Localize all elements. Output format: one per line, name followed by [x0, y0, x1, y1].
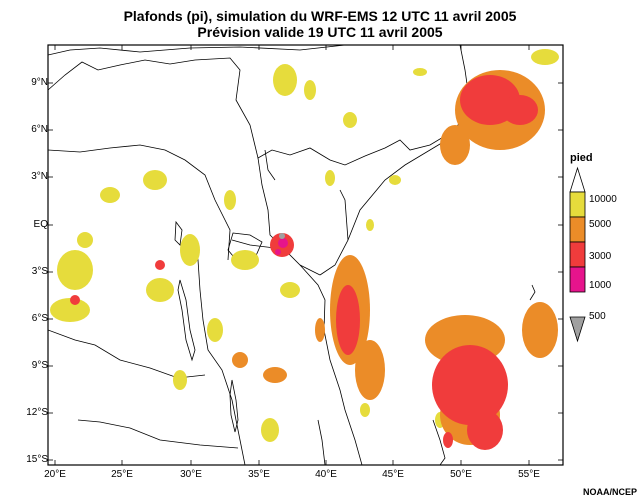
ceiling-5000-areas: [232, 70, 558, 445]
lat-label-9n: 9°N: [31, 77, 48, 88]
legend-label-5000: 5000: [589, 219, 612, 230]
legend-arrow-top: [569, 166, 586, 193]
legend-swatch-1000: [569, 266, 586, 293]
legend-swatch-10000: [569, 191, 586, 218]
legend-label-3000: 3000: [589, 251, 612, 262]
legend-title: pied: [570, 152, 593, 164]
lat-label-15s: 15°S: [26, 454, 48, 465]
lat-label-6s: 6°S: [31, 313, 48, 324]
ceiling-10000-areas: [50, 49, 559, 442]
legend-colorbar: [569, 166, 586, 343]
lon-label-35e: 35°E: [248, 469, 270, 480]
legend-label-10000: 10000: [589, 194, 617, 205]
ceiling-500-areas: [279, 233, 285, 239]
lat-label-3n: 3°N: [31, 171, 48, 182]
lon-label-40e: 40°E: [315, 469, 337, 480]
lat-label-3s: 3°S: [31, 266, 48, 277]
map-subtitle: Prévision valide 19 UTC 11 avril 2005: [197, 24, 443, 40]
credit-label: NOAA/NCEP: [583, 487, 638, 497]
lon-label-20e: 20°E: [44, 469, 66, 480]
map-title: Plafonds (pi), simulation du WRF-EMS 12 …: [123, 8, 517, 24]
lat-label-6n: 6°N: [31, 124, 48, 135]
lon-label-45e: 45°E: [382, 469, 404, 480]
graticule-ticks: [48, 45, 563, 465]
lon-label-50e: 50°E: [450, 469, 472, 480]
lat-label-12s: 12°S: [26, 407, 48, 418]
lat-label-eq: EQ: [33, 219, 48, 230]
legend-label-500: 500: [589, 311, 606, 322]
ceiling-1000-areas: [275, 238, 288, 255]
lon-label-55e: 55°E: [518, 469, 540, 480]
lon-label-30e: 30°E: [180, 469, 202, 480]
lat-label-9s: 9°S: [31, 360, 48, 371]
legend-label-1000: 1000: [589, 280, 612, 291]
legend-arrow-bottom: [569, 316, 586, 343]
map-frame: [47, 44, 564, 466]
legend-swatch-3000: [569, 241, 586, 268]
legend-swatch-5000: [569, 216, 586, 243]
lon-label-25e: 25°E: [111, 469, 133, 480]
